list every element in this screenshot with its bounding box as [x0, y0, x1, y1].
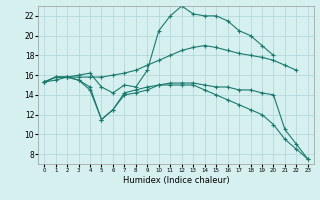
X-axis label: Humidex (Indice chaleur): Humidex (Indice chaleur) [123, 176, 229, 185]
